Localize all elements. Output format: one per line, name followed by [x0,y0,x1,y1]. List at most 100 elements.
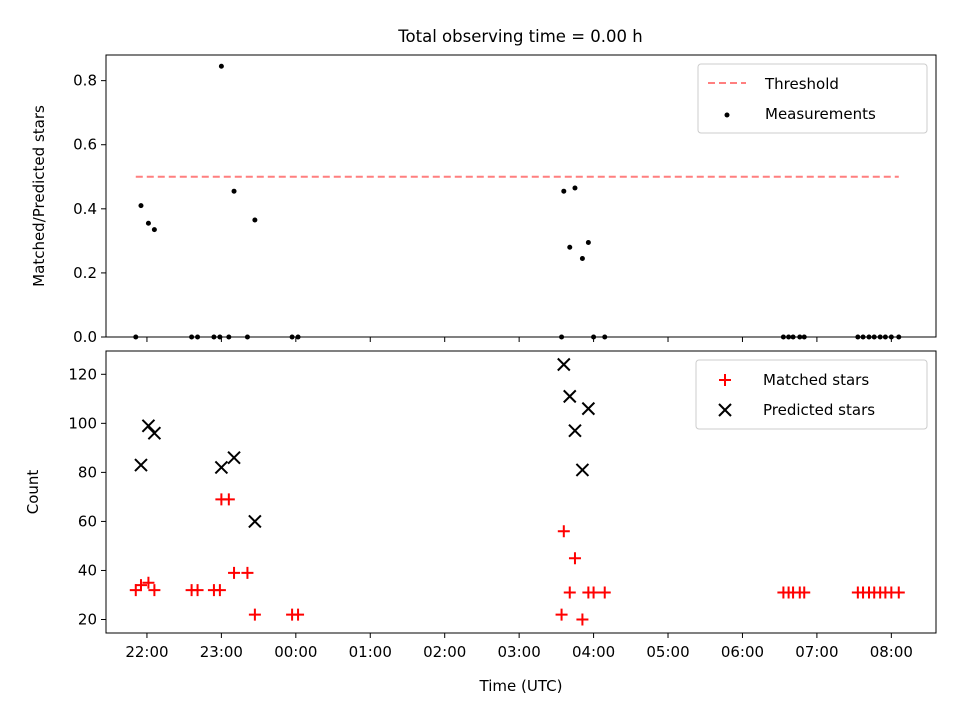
bottom-x-axis-label: Time (UTC) [479,677,563,695]
predicted-star-point [147,426,162,440]
measurement-point [602,334,608,340]
matched-star-point [213,584,226,597]
predicted-star-point [134,458,148,472]
measurement-point [797,334,803,340]
matched-star-point [191,584,204,597]
measurement-point [567,244,573,250]
x-tick-label: 03:00 [498,643,541,661]
matched-star-point [142,576,155,589]
bottom-axes-frame [105,350,937,634]
matched-star-point [587,586,600,599]
matched-star-point [557,525,570,538]
x-tick-label: 22:00 [125,643,168,661]
bottom-x-ticks: 22:00 23:00 00:00 01:00 02:00 03:00 04:00 05:00… [125,633,913,661]
matched-star-point [555,608,568,621]
measurement-point [896,334,902,340]
measurement-point [591,334,597,340]
top-y-ticks: 0.0 0.2 0.4 0.6 0.8 [73,72,106,346]
top-legend-box [697,63,928,134]
matched-star-point [228,566,241,579]
predicted-star-point [563,389,577,404]
matched-star-point [148,584,161,597]
legend-predicted-label: Predicted stars [763,401,875,419]
x-tick-label: 05:00 [646,643,689,661]
matched-star-point [248,608,261,621]
measurement-point [882,334,888,340]
legend-matched-swatch [719,374,731,386]
measurement-point [244,334,250,340]
matched-star-point [222,493,235,506]
predicted-star-point [557,357,571,372]
measurement-point [585,239,591,245]
chart-title: Total observing time = 0.00 h [397,27,642,46]
legend-matched-label: Matched stars [763,371,869,389]
predicted-star-point [248,514,262,529]
measurement-point [572,185,578,191]
y-tick-label: 120 [68,365,97,383]
measurement-point [189,334,195,340]
x-tick-label: 23:00 [200,643,243,661]
measurement-point [871,334,877,340]
measurement-point [226,334,232,340]
measurement-point [195,334,201,340]
measurement-point [559,334,565,340]
predicted-stars-points [134,357,596,529]
measurement-point [888,334,894,340]
matched-star-point [892,586,905,599]
y-tick-label: 0.0 [73,328,97,346]
x-tick-label: 08:00 [870,643,913,661]
measurement-point [561,188,567,194]
measurement-point [855,334,861,340]
measurement-point [801,334,807,340]
matched-star-point [134,579,147,592]
measurement-point [133,334,139,340]
bottom-y-ticks: 20 40 60 80 100 120 [68,365,106,629]
y-tick-label: 0.4 [73,200,97,218]
predicted-star-point [568,423,582,438]
x-tick-label: 07:00 [795,643,838,661]
measurement-point [151,227,157,233]
legend-threshold-label: Threshold [764,75,839,93]
measurement-point [231,188,237,194]
predicted-star-point [581,401,596,416]
measurement-point [877,334,883,340]
measurement-point [211,334,217,340]
matched-star-point [563,586,576,599]
measurement-point [786,334,792,340]
top-x-ticks [146,337,892,342]
matched-star-point [292,608,305,621]
legend-predicted-swatch [718,403,732,417]
matched-star-point [241,566,254,579]
predicted-star-point [227,450,241,465]
measurement-point [790,334,796,340]
matched-star-point [568,552,581,565]
legend-measurements-swatch [724,112,730,118]
bottom-plot-area: 20 40 60 80 100 120 22:00 23:00 00:00 01:00 02:00… [24,350,937,695]
x-tick-label: 04:00 [572,643,615,661]
matched-stars-points [129,493,905,626]
y-tick-label: 80 [78,463,97,481]
predicted-star-point [575,463,590,477]
y-tick-label: 100 [68,414,97,432]
measurement-point [289,334,295,340]
matched-star-point [798,586,811,599]
bottom-legend-box [695,359,928,430]
measurement-point [145,220,151,226]
measurement-point [217,334,223,340]
top-y-axis-label: Matched/Predicted stars [30,105,48,287]
measurement-point [866,334,872,340]
top-plot-area: 0.00.20.40.60.8 Matched/Predicted stars … [30,54,937,346]
predicted-star-point [214,460,229,475]
measurement-points [133,63,902,340]
measurement-point [295,334,301,340]
measurement-point [138,203,144,209]
measurement-point [579,255,585,261]
x-tick-label: 02:00 [423,643,466,661]
y-tick-label: 40 [78,561,97,579]
top-legend: Threshold Measurements [697,63,928,134]
y-tick-label: 0.8 [73,72,97,90]
y-tick-label: 60 [78,512,97,530]
y-tick-label: 20 [78,611,97,629]
bottom-legend: Matched stars Predicted stars [695,359,928,430]
